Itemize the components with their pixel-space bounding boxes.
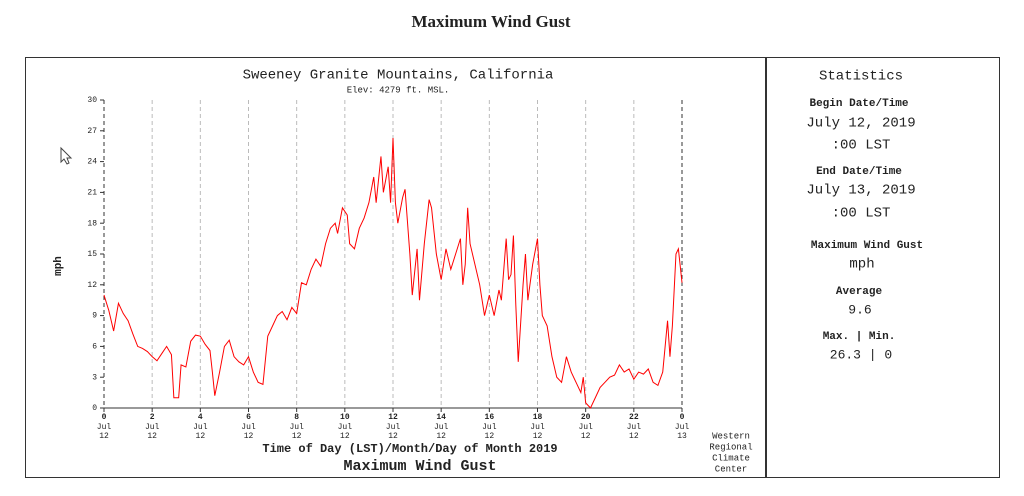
- y-tick-label: 30: [87, 96, 97, 105]
- stats-value: mph: [849, 257, 874, 273]
- x-tick-label: 16: [485, 413, 495, 422]
- stats-value: 26.3 | 0: [830, 347, 892, 362]
- x-tick-month: Jul: [386, 423, 401, 432]
- y-tick-label: 27: [87, 127, 97, 136]
- page-title: Maximum Wind Gust: [411, 12, 570, 31]
- x-tick-day: 13: [677, 432, 687, 441]
- x-tick-month: Jul: [338, 423, 353, 432]
- y-tick-label: 6: [92, 343, 97, 352]
- chart-footer: Maximum Wind Gust: [343, 458, 496, 475]
- stats-value: :00 LST: [832, 206, 891, 222]
- x-tick-day: 12: [388, 432, 398, 441]
- data-line: [103, 137, 683, 409]
- x-axis-label: Time of Day (LST)/Month/Day of Month 201…: [262, 442, 557, 456]
- x-tick-day: 12: [340, 432, 350, 441]
- y-tick-label: 21: [87, 189, 97, 198]
- stats-frame: [766, 57, 1000, 478]
- stats-label: End Date/Time: [816, 166, 902, 178]
- stats-label: Max. | Min.: [823, 331, 896, 343]
- y-tick-label: 24: [87, 158, 97, 167]
- credit: Climate: [712, 453, 750, 463]
- x-tick-day: 12: [244, 432, 254, 441]
- x-tick-label: 22: [629, 413, 639, 422]
- y-tick-label: 0: [92, 404, 97, 413]
- x-tick-month: Jul: [530, 423, 545, 432]
- y-tick-label: 9: [92, 312, 97, 321]
- x-tick-label: 8: [294, 413, 299, 422]
- x-tick-label: 18: [533, 413, 543, 422]
- x-tick-month: Jul: [97, 423, 112, 432]
- x-tick-day: 12: [147, 432, 157, 441]
- credit: Center: [715, 464, 747, 474]
- x-tick-day: 12: [436, 432, 446, 441]
- stats-value: July 12, 2019: [806, 116, 915, 132]
- stats-label: Average: [836, 286, 883, 298]
- x-tick-label: 20: [581, 413, 591, 422]
- stats-heading: Statistics: [819, 69, 903, 85]
- x-tick-month: Jul: [289, 423, 304, 432]
- y-tick-label: 3: [92, 373, 97, 382]
- credit: Regional: [709, 442, 752, 452]
- x-tick-label: 12: [388, 413, 398, 422]
- x-tick-day: 12: [485, 432, 495, 441]
- y-tick-label: 18: [87, 219, 97, 228]
- credit: Western: [712, 431, 750, 441]
- y-tick-label: 15: [87, 250, 97, 259]
- x-tick-label: 10: [340, 413, 350, 422]
- stats-label: Maximum Wind Gust: [811, 240, 923, 252]
- x-tick-label: 14: [436, 413, 446, 422]
- y-axis-label: mph: [53, 256, 65, 276]
- x-tick-label: 0: [102, 413, 107, 422]
- x-tick-month: Jul: [627, 423, 642, 432]
- x-tick-month: Jul: [145, 423, 160, 432]
- x-tick-day: 12: [196, 432, 206, 441]
- x-tick-day: 12: [292, 432, 302, 441]
- x-tick-label: 0: [680, 413, 685, 422]
- stats-label: Begin Date/Time: [809, 98, 908, 110]
- x-tick-label: 4: [198, 413, 203, 422]
- x-tick-day: 12: [99, 432, 109, 441]
- stats-value: July 13, 2019: [806, 183, 915, 199]
- stats-value: :00 LST: [832, 138, 891, 154]
- x-tick-month: Jul: [434, 423, 449, 432]
- x-tick-day: 12: [629, 432, 639, 441]
- x-tick-label: 6: [246, 413, 251, 422]
- chart-frame: [25, 57, 766, 478]
- x-tick-month: Jul: [193, 423, 208, 432]
- x-tick-month: Jul: [675, 423, 690, 432]
- x-tick-month: Jul: [482, 423, 497, 432]
- x-tick-month: Jul: [241, 423, 256, 432]
- chart-subtitle: Elev: 4279 ft. MSL.: [347, 85, 450, 95]
- cursor-icon: [60, 146, 73, 165]
- x-tick-day: 12: [581, 432, 591, 441]
- x-tick-day: 12: [533, 432, 543, 441]
- stats-value: 9.6: [848, 302, 871, 317]
- x-tick-month: Jul: [578, 423, 593, 432]
- y-tick-label: 12: [87, 281, 97, 290]
- x-tick-label: 2: [150, 413, 155, 422]
- chart-title: Sweeney Granite Mountains, California: [243, 68, 554, 84]
